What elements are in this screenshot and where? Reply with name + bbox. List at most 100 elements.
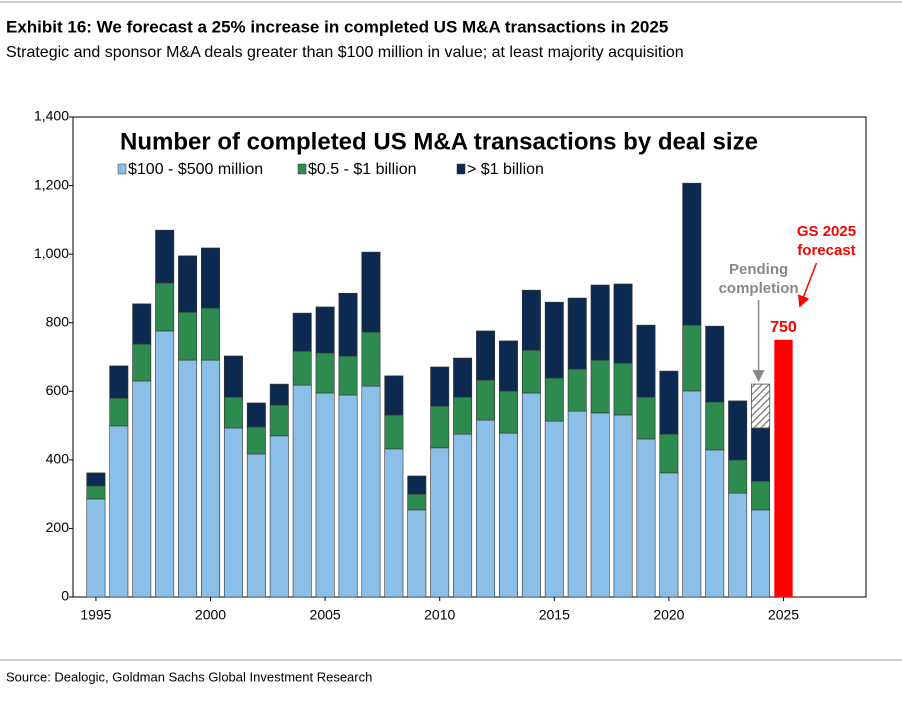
forecast-arrow (798, 262, 818, 308)
bar-segment (590, 359, 610, 414)
legend-label: > $1 billion (467, 161, 544, 178)
x-tick-label: 2005 (310, 607, 341, 623)
pending-bar (751, 383, 771, 429)
bar-segment (521, 392, 541, 598)
bar-segment (567, 297, 587, 370)
legend-label: $0.5 - $1 billion (308, 161, 417, 178)
bar-segment (361, 331, 381, 387)
x-tick-label: 2015 (539, 607, 570, 623)
bar-segment (384, 414, 404, 450)
bar-segment (498, 432, 518, 598)
bar-segment (315, 392, 335, 598)
bar-segment (590, 412, 610, 598)
x-tick-label: 2025 (768, 607, 799, 623)
bar-segment (178, 311, 198, 361)
bar-segment (155, 229, 175, 284)
chart-title: Number of completed US M&A transactions … (120, 128, 758, 155)
bar-segment (178, 359, 198, 598)
bar-segment (338, 394, 358, 598)
bar-segment (155, 282, 175, 332)
bar-segment (705, 449, 725, 598)
bar-segment (613, 283, 633, 364)
bar-segment (544, 420, 564, 598)
bar-segment (476, 419, 496, 598)
forecast-bar (774, 339, 793, 597)
bar-segment (155, 330, 175, 598)
bar-segment (246, 426, 266, 455)
bar-segment (430, 447, 450, 598)
bar-segment (705, 401, 725, 451)
bar-segment (751, 427, 771, 482)
pending-label: completion (719, 280, 799, 297)
bar-segment (292, 312, 312, 352)
bar-segment (132, 343, 152, 382)
bar-segment (223, 396, 243, 429)
pending-label: Pending (729, 261, 788, 278)
bar-segment (498, 390, 518, 434)
bar-segment (132, 380, 152, 598)
bar-segment (407, 509, 427, 598)
page-subtitle: Strategic and sponsor M&A deals greater … (6, 44, 684, 61)
bar-segment (361, 385, 381, 598)
bar-segment (338, 355, 358, 396)
bar-segment (269, 435, 289, 598)
bar-segment (384, 448, 404, 598)
bar-segment (705, 325, 725, 403)
bar-segment (86, 472, 106, 487)
bar-segment (453, 396, 473, 435)
bar-segment (338, 292, 358, 357)
bar-segment (292, 384, 312, 598)
forecast-value-label: 750 (770, 319, 797, 336)
bar-segment (521, 289, 541, 351)
forecast-label: GS 2025 (797, 223, 856, 240)
legend-swatch (456, 163, 466, 175)
source: Source: Dealogic, Goldman Sachs Global I… (6, 669, 372, 684)
bar-segment (659, 472, 679, 598)
bar-segment (567, 368, 587, 412)
y-tick-label: 1,200 (34, 176, 69, 192)
bar-segment (430, 405, 450, 449)
x-tick-label: 1995 (80, 607, 111, 623)
bar-segment (728, 459, 748, 494)
bar-segment (201, 247, 220, 309)
bar-segment (86, 485, 106, 500)
bar-segment (407, 493, 427, 511)
legend-label: $100 - $500 million (128, 161, 263, 178)
forecast-label: forecast (797, 242, 855, 259)
bar-segment (132, 303, 152, 345)
y-tick-label: 400 (46, 451, 70, 467)
bar-segment (476, 379, 496, 421)
x-tick-label: 2000 (195, 607, 226, 623)
bar-segment (728, 400, 748, 461)
bar-segment (453, 433, 473, 598)
bar-segment (521, 349, 541, 394)
bar-segment (751, 509, 771, 598)
bar-segment (201, 307, 220, 361)
bar-segment (246, 402, 266, 428)
bar-segment (109, 365, 129, 399)
legend-swatch (297, 163, 307, 175)
x-tick-label: 2020 (653, 607, 684, 623)
bar-segment (567, 410, 587, 598)
bar-segment (315, 306, 335, 354)
bar-segment (315, 352, 335, 394)
bar-segment (476, 330, 496, 381)
bar-segment (682, 390, 702, 598)
bar-segment (269, 383, 289, 406)
bar-segment (544, 377, 564, 422)
bar-segment (682, 324, 702, 392)
y-tick-label: 600 (46, 382, 70, 398)
bar-segment (751, 480, 771, 511)
bar-segment (292, 350, 312, 386)
bar-segment (682, 182, 702, 326)
bar-segment (361, 251, 381, 333)
page-title: Exhibit 16: We forecast a 25% increase i… (6, 17, 668, 36)
bar-segment (109, 425, 129, 598)
bar-segment (636, 396, 656, 440)
bar-segment (178, 255, 198, 313)
bar-segment (223, 355, 243, 398)
bar-segment (430, 366, 450, 407)
bar-segment (636, 324, 656, 398)
bar-segment (659, 370, 679, 435)
bar-segment (269, 404, 289, 437)
